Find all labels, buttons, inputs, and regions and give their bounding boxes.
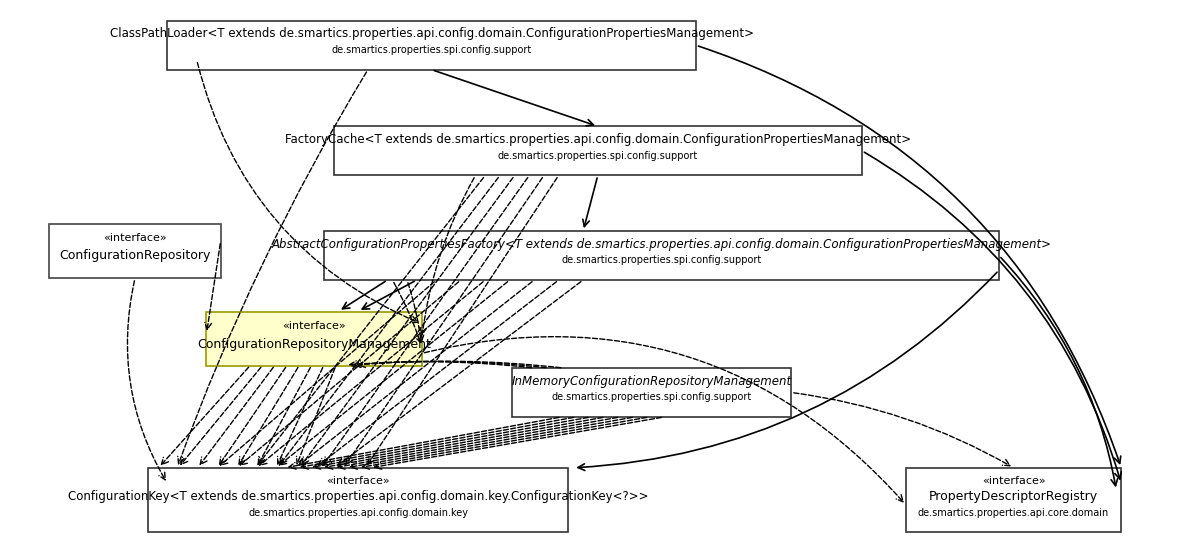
FancyBboxPatch shape <box>206 312 421 365</box>
Text: AbstractConfigurationPropertiesFactory<T extends de.smartics.properties.api.conf: AbstractConfigurationPropertiesFactory<T… <box>272 238 1051 251</box>
Text: «interface»: «interface» <box>282 321 346 331</box>
FancyBboxPatch shape <box>324 231 999 280</box>
FancyBboxPatch shape <box>148 468 568 532</box>
Text: de.smartics.properties.spi.config.support: de.smartics.properties.spi.config.suppor… <box>498 151 698 161</box>
FancyBboxPatch shape <box>906 468 1122 532</box>
Text: ConfigurationRepository: ConfigurationRepository <box>59 250 211 262</box>
Text: «interface»: «interface» <box>326 476 390 486</box>
FancyBboxPatch shape <box>512 368 791 417</box>
Text: ClassPathLoader<T extends de.smartics.properties.api.config.domain.Configuration: ClassPathLoader<T extends de.smartics.pr… <box>109 27 753 40</box>
Text: ConfigurationKey<T extends de.smartics.properties.api.config.domain.key.Configur: ConfigurationKey<T extends de.smartics.p… <box>68 490 649 504</box>
Text: FactoryCache<T extends de.smartics.properties.api.config.domain.ConfigurationPro: FactoryCache<T extends de.smartics.prope… <box>285 133 911 146</box>
Text: «interface»: «interface» <box>104 233 167 243</box>
Text: InMemoryConfigurationRepositoryManagement: InMemoryConfigurationRepositoryManagemen… <box>512 374 792 388</box>
FancyBboxPatch shape <box>334 126 862 175</box>
Text: de.smartics.properties.spi.config.support: de.smartics.properties.spi.config.suppor… <box>561 256 762 265</box>
FancyBboxPatch shape <box>167 21 696 70</box>
Text: PropertyDescriptorRegistry: PropertyDescriptorRegistry <box>929 490 1098 504</box>
Text: de.smartics.properties.spi.config.support: de.smartics.properties.spi.config.suppor… <box>332 45 532 55</box>
Text: ConfigurationRepositoryManagement: ConfigurationRepositoryManagement <box>198 338 431 350</box>
Text: de.smartics.properties.api.config.domain.key: de.smartics.properties.api.config.domain… <box>248 508 468 518</box>
Text: «interface»: «interface» <box>982 476 1045 486</box>
Text: de.smartics.properties.api.core.domain: de.smartics.properties.api.core.domain <box>918 508 1109 518</box>
Text: de.smartics.properties.spi.config.support: de.smartics.properties.spi.config.suppor… <box>552 392 752 402</box>
FancyBboxPatch shape <box>49 224 220 277</box>
